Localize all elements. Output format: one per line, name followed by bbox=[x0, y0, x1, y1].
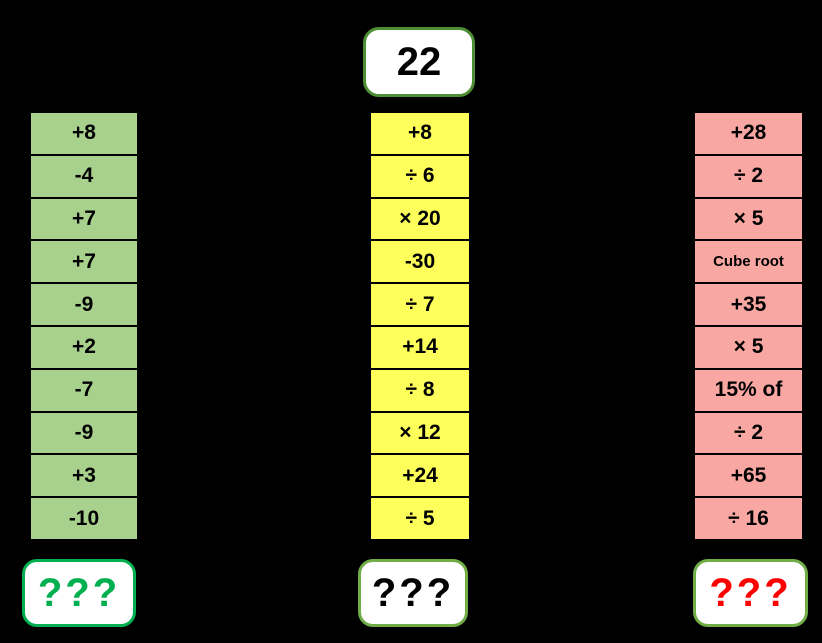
operation-cell: × 12 bbox=[371, 413, 469, 456]
operation-cell: -4 bbox=[31, 156, 137, 199]
operation-cell: +7 bbox=[31, 241, 137, 285]
operation-cell: +14 bbox=[371, 327, 469, 370]
operation-cell: -9 bbox=[31, 284, 137, 327]
operation-cell: -10 bbox=[68, 506, 100, 530]
operation-cell: × 20 bbox=[371, 199, 469, 242]
operation-cell: +7 bbox=[31, 199, 137, 242]
operation-cell: Cube root bbox=[695, 241, 802, 285]
operation-cell: × 5 bbox=[695, 327, 802, 370]
operation-cell: ÷ 7 bbox=[371, 284, 469, 327]
operation-cell: -7 bbox=[31, 370, 137, 413]
result-box-yellow: ??? bbox=[358, 559, 468, 627]
operation-cell: × 5 bbox=[695, 199, 802, 242]
operation-cell: ÷ 2 bbox=[695, 413, 802, 456]
operation-cell: 15% of bbox=[695, 370, 802, 413]
operation-cell: +28 bbox=[695, 113, 802, 156]
operation-cell: +24 bbox=[371, 455, 469, 499]
start-value-box: 22 bbox=[363, 27, 475, 97]
column-green-operations: +8 -4 +7 +7 -9 +2 -7 -9 +3 -10 bbox=[29, 111, 139, 541]
operation-cell: ÷ 5 bbox=[405, 506, 435, 530]
operation-cell: ÷ 6 bbox=[371, 156, 469, 199]
result-placeholder-yellow: ??? bbox=[371, 570, 455, 615]
column-pink-operations: +28 ÷ 2 × 5 Cube root +35 × 5 15% of ÷ 2 +65 ÷ 16 bbox=[693, 111, 804, 541]
operation-cell: -30 bbox=[371, 241, 469, 285]
operation-cell: +8 bbox=[31, 113, 137, 156]
column-yellow-operations: +8 ÷ 6 × 20 -30 ÷ 7 +14 ÷ 8 × 12 +24 ÷ 5 bbox=[369, 111, 471, 541]
operation-cell: +35 bbox=[695, 284, 802, 327]
operation-cell: -9 bbox=[31, 413, 137, 456]
operation-cell: +8 bbox=[371, 113, 469, 156]
operation-cell: ÷ 16 bbox=[728, 506, 769, 530]
operation-cell: ÷ 2 bbox=[695, 156, 802, 199]
operation-cell: +65 bbox=[695, 455, 802, 499]
result-box-pink: ??? bbox=[693, 559, 808, 627]
result-placeholder-green: ??? bbox=[37, 570, 121, 615]
start-value: 22 bbox=[396, 39, 442, 84]
result-placeholder-pink: ??? bbox=[709, 570, 792, 615]
operation-cell: +3 bbox=[31, 455, 137, 499]
result-box-green: ??? bbox=[22, 559, 136, 627]
operation-cell: +2 bbox=[31, 327, 137, 370]
operation-cell: ÷ 8 bbox=[371, 370, 469, 413]
